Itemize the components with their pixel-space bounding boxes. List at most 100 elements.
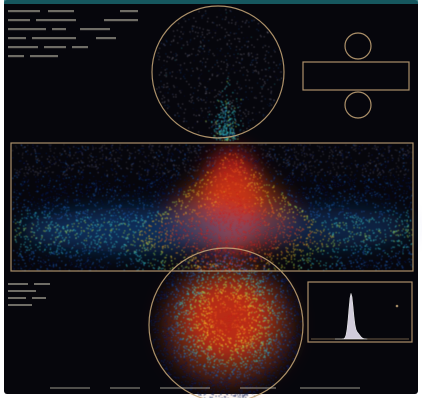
particle [139,161,141,162]
particle [231,19,233,21]
particle [62,187,64,189]
particle [78,169,80,171]
particle [378,262,380,264]
particle [222,164,224,166]
particle [408,232,410,234]
particle [204,237,206,239]
particle [167,157,169,159]
particle [78,222,80,224]
particle [65,231,67,233]
particle [102,203,104,205]
particle [139,190,141,192]
particle [348,209,350,211]
particle [206,230,208,232]
particle [237,138,239,140]
particle [268,67,270,69]
particle [138,175,140,177]
particle [266,178,268,180]
particle [356,165,358,167]
particle [226,221,228,223]
particle [280,60,282,62]
particle [345,208,347,210]
particle [201,234,203,236]
particle [170,51,172,53]
particle [147,170,149,172]
particle [236,167,238,169]
particle [260,216,262,218]
particle [184,169,186,171]
particle [183,31,185,33]
particle [312,158,314,160]
particle [180,254,182,256]
particle [71,223,73,225]
particle [245,232,247,234]
particle [285,247,287,249]
particle [236,92,238,94]
particle [46,267,48,269]
particle [215,95,217,97]
particle [329,146,331,148]
particle [190,87,192,88]
particle [162,267,164,269]
particle [24,238,26,240]
particle [248,208,250,210]
particle [328,167,330,169]
particle [171,58,173,60]
particle [233,110,235,112]
particle [27,213,29,215]
particle [290,178,292,180]
particle [156,166,158,168]
particle [219,131,221,133]
particle [246,75,248,76]
particle [277,173,279,175]
particle [108,221,110,223]
particle [306,194,308,196]
particle [361,181,363,183]
particle [134,251,136,253]
particle [271,94,272,95]
particle [365,179,367,181]
particle [239,118,241,119]
particle [228,121,230,123]
particle [277,230,279,232]
particle [200,132,202,134]
particle [222,108,223,110]
particle [239,110,241,111]
particle [144,169,146,171]
particle [239,186,241,188]
particle [110,251,112,253]
particle [146,187,148,189]
particle [27,247,29,249]
particle [308,202,310,204]
particle [215,122,217,124]
particle [160,253,162,255]
particle [212,37,213,38]
particle [13,221,15,223]
particle [241,247,243,249]
particle [98,180,100,182]
particle [251,182,253,184]
particle [253,107,255,108]
particle [111,164,113,166]
particle [67,198,69,200]
particle [187,235,189,237]
particle [91,159,93,161]
particle [248,55,250,57]
particle [292,227,294,229]
particle [272,149,273,150]
particle [124,216,126,218]
particle [116,233,118,235]
particle [148,235,150,237]
particle [381,154,383,155]
particle [90,243,92,245]
particle [277,79,278,81]
particle [187,172,189,173]
particle [93,239,95,241]
particle [220,130,222,132]
particle [76,251,78,253]
particle [63,207,65,209]
particle [321,178,323,180]
particle [116,265,118,267]
particle [342,184,344,186]
particle [154,181,156,183]
